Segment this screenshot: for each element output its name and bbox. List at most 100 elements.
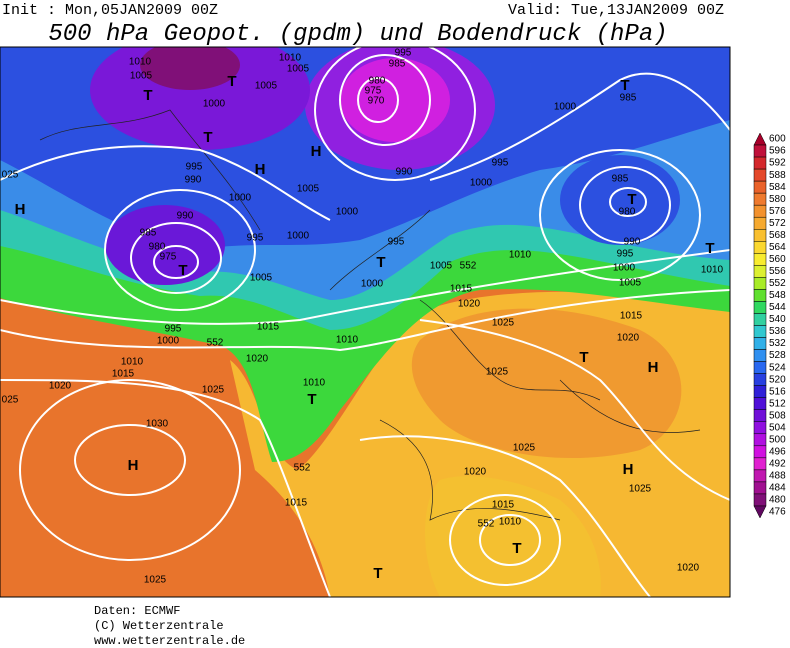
colorbar-swatch <box>753 397 767 410</box>
colorbar-swatch <box>753 421 767 435</box>
isobar-label: 995 <box>395 48 412 59</box>
isobar-label: 990 <box>396 167 413 178</box>
isobar-label: 025 <box>2 170 19 181</box>
colorbar-swatch <box>753 180 767 194</box>
colorbar-swatch <box>753 325 767 338</box>
isobar-label: 1000 <box>287 231 310 242</box>
footer-url: www.wetterzentrale.de <box>94 634 245 648</box>
isobar-label: 1010 <box>336 335 359 346</box>
isobar-label: 1025 <box>513 443 536 454</box>
pressure-center: H <box>255 161 266 178</box>
colorbar-swatch <box>753 156 767 170</box>
isobar-label: 1020 <box>49 381 72 392</box>
isobar-label: 975 <box>160 252 177 263</box>
field: 101010051010100599598598097597010051000T… <box>0 47 730 597</box>
pressure-center: T <box>512 540 521 557</box>
isobar-label: 1005 <box>297 184 320 195</box>
colorbar-swatch <box>753 337 767 350</box>
colorbar-label: 500 <box>769 434 786 445</box>
isobar-label: 1000 <box>613 263 636 274</box>
isobar-label: 1005 <box>287 64 310 75</box>
isobar-label: 1025 <box>492 318 515 329</box>
isobar-label: 1000 <box>361 279 384 290</box>
isobar-label: 985 <box>140 228 157 239</box>
colorbar-label: 548 <box>769 290 786 301</box>
colorbar-swatch <box>753 253 767 266</box>
isobar-label: 552 <box>460 261 477 272</box>
isobar-label: 995 <box>617 249 634 260</box>
field-dark <box>140 47 240 90</box>
isobar-label: 1005 <box>255 81 278 92</box>
colorbar-swatch <box>753 469 767 483</box>
colorbar-swatch <box>753 241 767 254</box>
colorbar-label: 492 <box>769 459 786 470</box>
footer-copyright: (C) Wetterzentrale <box>94 619 224 633</box>
map-title: 500 hPa Geopot. (gpdm) und Bodendruck (h… <box>48 21 667 48</box>
pressure-center: H <box>311 143 322 160</box>
colorbar-label: 580 <box>769 194 786 205</box>
pressure-center: H <box>623 461 634 478</box>
isobar-label: 1010 <box>303 378 326 389</box>
footer-source: Daten: ECMWF <box>94 604 180 618</box>
isobar-label: 1020 <box>464 467 487 478</box>
init-time: Init : Mon,05JAN2009 00Z <box>2 2 218 19</box>
field-orange <box>411 308 682 459</box>
field-purple3 <box>105 205 225 285</box>
colorbar-swatch <box>753 493 767 507</box>
isobar-label: 995 <box>247 233 264 244</box>
colorbar-swatch <box>753 433 767 447</box>
pressure-center: T <box>143 87 152 104</box>
isobar-label: 1025 <box>486 367 509 378</box>
colorbar-label: 560 <box>769 254 786 265</box>
isobar-label: 995 <box>492 158 509 169</box>
colorbar-swatch <box>753 385 767 398</box>
isobar-label: 975 <box>365 86 382 97</box>
pressure-center: T <box>705 240 714 257</box>
pressure-center: H <box>648 359 659 376</box>
colorbar-label: 536 <box>769 326 786 337</box>
isobar-label: 025 <box>2 395 19 406</box>
colorbar-label: 572 <box>769 218 786 229</box>
isobar-label: 970 <box>368 96 385 107</box>
colorbar-cap <box>753 132 767 146</box>
isobar-label: 552 <box>478 519 495 530</box>
isobar-label: 552 <box>294 463 311 474</box>
pressure-center: T <box>227 73 236 90</box>
pressure-center: T <box>579 349 588 366</box>
isobar-label: 1025 <box>202 385 225 396</box>
isobar-label: 1025 <box>629 484 652 495</box>
colorbar-label: 528 <box>769 350 786 361</box>
isobar-label: 1015 <box>257 322 280 333</box>
isobar-label: 1010 <box>121 357 144 368</box>
colorbar-label: 480 <box>769 495 786 506</box>
isobar-label: 1020 <box>458 299 481 310</box>
colorbar-label: 520 <box>769 374 786 385</box>
colorbar-label: 540 <box>769 314 786 325</box>
isobar-label: 1015 <box>450 284 473 295</box>
colorbar-label: 596 <box>769 146 786 157</box>
isobar-label: 1015 <box>285 498 308 509</box>
colorbar-swatch <box>753 373 767 386</box>
colorbar-label: 488 <box>769 471 786 482</box>
isobar-label: 1020 <box>246 354 269 365</box>
colorbar-cap <box>753 505 767 519</box>
isobar-label: 1010 <box>509 250 532 261</box>
isobar-label: 1020 <box>617 333 640 344</box>
isobar-label: 552 <box>207 338 224 349</box>
colorbar-label: 564 <box>769 242 786 253</box>
map-labels: 101010051010100599598598097597010051000T… <box>2 48 724 586</box>
isobar-label: 980 <box>149 242 166 253</box>
colorbar-label: 576 <box>769 206 786 217</box>
isobar-label: 985 <box>389 59 406 70</box>
isobar-label: 1000 <box>203 99 226 110</box>
isobar-label: 1015 <box>112 369 135 380</box>
colorbar-label: 484 <box>769 483 786 494</box>
map-frame <box>0 46 731 598</box>
colorbar-swatch <box>753 192 767 206</box>
colorbar-swatch <box>753 265 767 278</box>
colorbar-swatch <box>753 313 767 326</box>
colorbar-label: 508 <box>769 410 786 421</box>
isobar-label: 1010 <box>129 57 152 68</box>
coastline <box>39 109 701 521</box>
